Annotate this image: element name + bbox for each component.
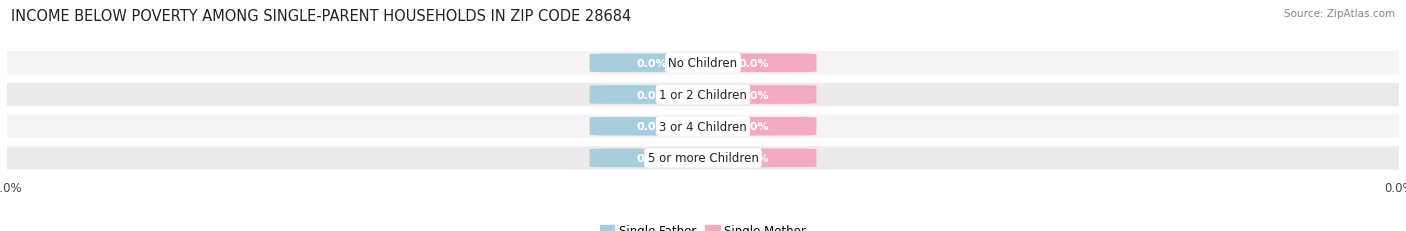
- FancyBboxPatch shape: [0, 51, 1406, 76]
- FancyBboxPatch shape: [589, 117, 714, 136]
- FancyBboxPatch shape: [692, 149, 817, 167]
- Text: 0.0%: 0.0%: [738, 122, 769, 132]
- Text: 0.0%: 0.0%: [738, 59, 769, 69]
- Text: 3 or 4 Children: 3 or 4 Children: [659, 120, 747, 133]
- Text: 0.0%: 0.0%: [738, 90, 769, 100]
- FancyBboxPatch shape: [589, 149, 714, 167]
- Text: 0.0%: 0.0%: [637, 153, 668, 163]
- FancyBboxPatch shape: [0, 114, 1406, 139]
- Legend: Single Father, Single Mother: Single Father, Single Mother: [600, 224, 806, 231]
- FancyBboxPatch shape: [692, 86, 817, 104]
- Text: Source: ZipAtlas.com: Source: ZipAtlas.com: [1284, 9, 1395, 19]
- Text: 5 or more Children: 5 or more Children: [648, 152, 758, 165]
- FancyBboxPatch shape: [0, 82, 1406, 108]
- FancyBboxPatch shape: [589, 86, 714, 104]
- Text: 0.0%: 0.0%: [637, 90, 668, 100]
- FancyBboxPatch shape: [692, 117, 817, 136]
- FancyBboxPatch shape: [0, 146, 1406, 171]
- FancyBboxPatch shape: [692, 54, 817, 73]
- Text: INCOME BELOW POVERTY AMONG SINGLE-PARENT HOUSEHOLDS IN ZIP CODE 28684: INCOME BELOW POVERTY AMONG SINGLE-PARENT…: [11, 9, 631, 24]
- Text: 1 or 2 Children: 1 or 2 Children: [659, 89, 747, 102]
- Text: 0.0%: 0.0%: [738, 153, 769, 163]
- FancyBboxPatch shape: [589, 54, 714, 73]
- Text: 0.0%: 0.0%: [637, 122, 668, 132]
- Text: 0.0%: 0.0%: [637, 59, 668, 69]
- Text: No Children: No Children: [668, 57, 738, 70]
